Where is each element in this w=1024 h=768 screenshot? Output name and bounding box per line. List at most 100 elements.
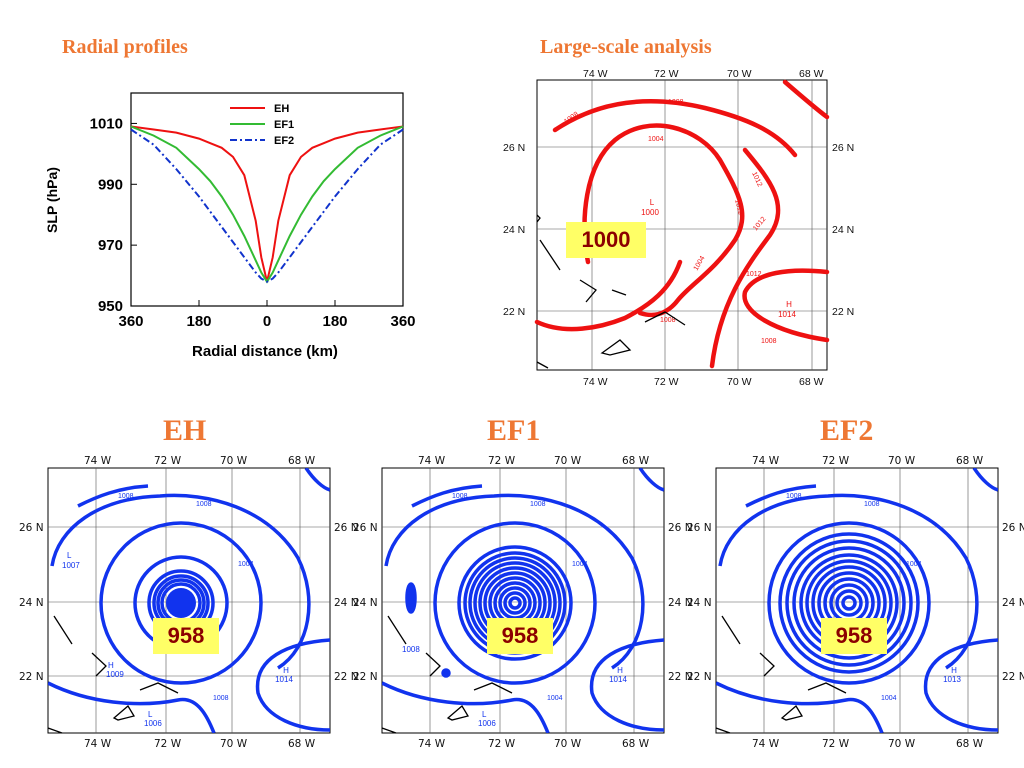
svg-text:68 W: 68 W bbox=[956, 738, 984, 750]
ef1-title: EF1 bbox=[487, 414, 541, 447]
x-tick-label: 360 bbox=[390, 313, 415, 330]
pressure-ring bbox=[835, 589, 863, 617]
high-pressure-value: 1014 bbox=[778, 310, 796, 319]
map-axis-labels: 74 W 72 W 70 W 68 W 74 W 72 W 70 W 68 W 26 N… bbox=[503, 68, 854, 388]
slp-contours bbox=[534, 79, 830, 369]
svg-text:74 W: 74 W bbox=[84, 455, 112, 467]
map-frame bbox=[47, 467, 331, 734]
svg-text:1004: 1004 bbox=[648, 136, 664, 143]
high-pressure-value: 1014 bbox=[275, 675, 293, 684]
map-axis-labels: 74 W 74 W 72 W 72 W 70 W 70 W 68 W 68 W 26 N 26 N… bbox=[19, 455, 359, 750]
coastline bbox=[47, 615, 179, 734]
high-pressure-label-2: H bbox=[108, 661, 114, 670]
plot-frame bbox=[130, 92, 404, 307]
pressure-ring bbox=[508, 596, 522, 610]
coastline bbox=[715, 615, 847, 734]
contour-1012-se bbox=[923, 638, 998, 732]
svg-text:24 N: 24 N bbox=[1002, 597, 1024, 609]
coastline bbox=[381, 615, 513, 734]
ef2-central-pressure-badge: 958 bbox=[821, 618, 887, 654]
map-gridlines bbox=[716, 468, 998, 733]
slp-contours bbox=[48, 468, 330, 733]
high-pressure-label: H bbox=[951, 666, 957, 675]
svg-text:26 N: 26 N bbox=[832, 142, 854, 154]
svg-text:22 N: 22 N bbox=[832, 306, 854, 318]
contour-1008-nw bbox=[745, 484, 817, 508]
small-cell bbox=[441, 668, 451, 678]
svg-text:26 N: 26 N bbox=[668, 522, 693, 534]
contour-labels: 1008 1008 1004 1008 bbox=[118, 493, 254, 702]
svg-text:24 N: 24 N bbox=[687, 597, 712, 609]
svg-text:72 W: 72 W bbox=[822, 455, 850, 467]
map-gridlines bbox=[537, 80, 827, 370]
radial-profiles-title: Radial profiles bbox=[62, 36, 188, 58]
map-frame bbox=[536, 79, 828, 371]
contour-1008-south bbox=[534, 259, 683, 332]
svg-text:68 W: 68 W bbox=[288, 738, 316, 750]
low-pressure-label: L bbox=[67, 551, 72, 560]
y-tick-label: 1010 bbox=[90, 115, 123, 132]
svg-text:22 N: 22 N bbox=[687, 671, 712, 683]
contour-1008-south bbox=[48, 681, 216, 733]
large-scale-map: 1008 1004 1008 1012 1012 1012 1004 1008 … bbox=[503, 68, 854, 388]
map-axis-labels: 74 W 74 W 72 W 72 W 70 W 70 W 68 W 68 W 26 N 26 N… bbox=[353, 455, 693, 750]
series-line-eh bbox=[130, 125, 404, 282]
svg-text:1008: 1008 bbox=[864, 501, 880, 508]
high-pressure-value-2: 1009 bbox=[106, 670, 124, 679]
svg-text:72 W: 72 W bbox=[654, 68, 679, 80]
svg-text:22 N: 22 N bbox=[353, 671, 378, 683]
contour-1008 bbox=[384, 493, 645, 670]
svg-text:22 N: 22 N bbox=[668, 671, 693, 683]
svg-text:24 N: 24 N bbox=[503, 224, 525, 236]
pressure-ring bbox=[457, 545, 573, 661]
svg-text:68 W: 68 W bbox=[288, 455, 316, 467]
small-low-cell bbox=[405, 582, 417, 614]
svg-text:1004: 1004 bbox=[238, 561, 254, 568]
svg-text:1004: 1004 bbox=[881, 695, 897, 702]
svg-text:26 N: 26 N bbox=[503, 142, 525, 154]
svg-text:26 N: 26 N bbox=[19, 522, 44, 534]
contour-labels: 1008 1008 1004 1004 bbox=[452, 493, 588, 702]
high-pressure-label: H bbox=[617, 666, 623, 675]
high-pressure-value: 1014 bbox=[609, 675, 627, 684]
map-axis-labels: 74 W 74 W 72 W 72 W 70 W 70 W 68 W 68 W 26 N 26 N… bbox=[687, 455, 1024, 750]
svg-text:68 W: 68 W bbox=[799, 376, 824, 388]
svg-text:1012: 1012 bbox=[746, 271, 762, 278]
coastline bbox=[536, 214, 686, 369]
svg-text:72 W: 72 W bbox=[654, 376, 679, 388]
svg-text:72 W: 72 W bbox=[154, 738, 182, 750]
svg-text:24 N: 24 N bbox=[832, 224, 854, 236]
legend-label-ef1: EF1 bbox=[274, 119, 294, 131]
large-scale-central-pressure-badge: 1000 bbox=[566, 222, 646, 258]
svg-text:68 W: 68 W bbox=[622, 455, 650, 467]
svg-text:74 W: 74 W bbox=[583, 68, 608, 80]
svg-text:72 W: 72 W bbox=[488, 455, 516, 467]
low-pressure-label: L bbox=[650, 198, 655, 207]
svg-text:24 N: 24 N bbox=[19, 597, 44, 609]
svg-text:72 W: 72 W bbox=[488, 738, 516, 750]
pressure-ring bbox=[433, 521, 597, 685]
svg-text:70 W: 70 W bbox=[220, 738, 248, 750]
pressure-ring bbox=[767, 521, 931, 685]
svg-text:70 W: 70 W bbox=[727, 376, 752, 388]
y-tick-label: 990 bbox=[98, 176, 123, 193]
svg-text:70 W: 70 W bbox=[554, 738, 582, 750]
eh-title: EH bbox=[163, 414, 207, 447]
contour-1004 bbox=[582, 123, 745, 318]
svg-text:70 W: 70 W bbox=[888, 455, 916, 467]
pressure-ring bbox=[785, 539, 913, 667]
svg-text:1008: 1008 bbox=[668, 99, 684, 106]
legend-label-eh: EH bbox=[274, 103, 289, 115]
y-tick-label: 950 bbox=[98, 298, 123, 315]
ef1-central-pressure-badge: 958 bbox=[487, 618, 553, 654]
svg-text:70 W: 70 W bbox=[888, 738, 916, 750]
legend-label-ef2: EF2 bbox=[274, 135, 294, 147]
svg-text:1008: 1008 bbox=[213, 695, 229, 702]
svg-text:26 N: 26 N bbox=[334, 522, 359, 534]
x-tick-label: 360 bbox=[118, 313, 143, 330]
svg-text:1004: 1004 bbox=[693, 255, 707, 272]
contour-1012-ne bbox=[304, 468, 330, 492]
